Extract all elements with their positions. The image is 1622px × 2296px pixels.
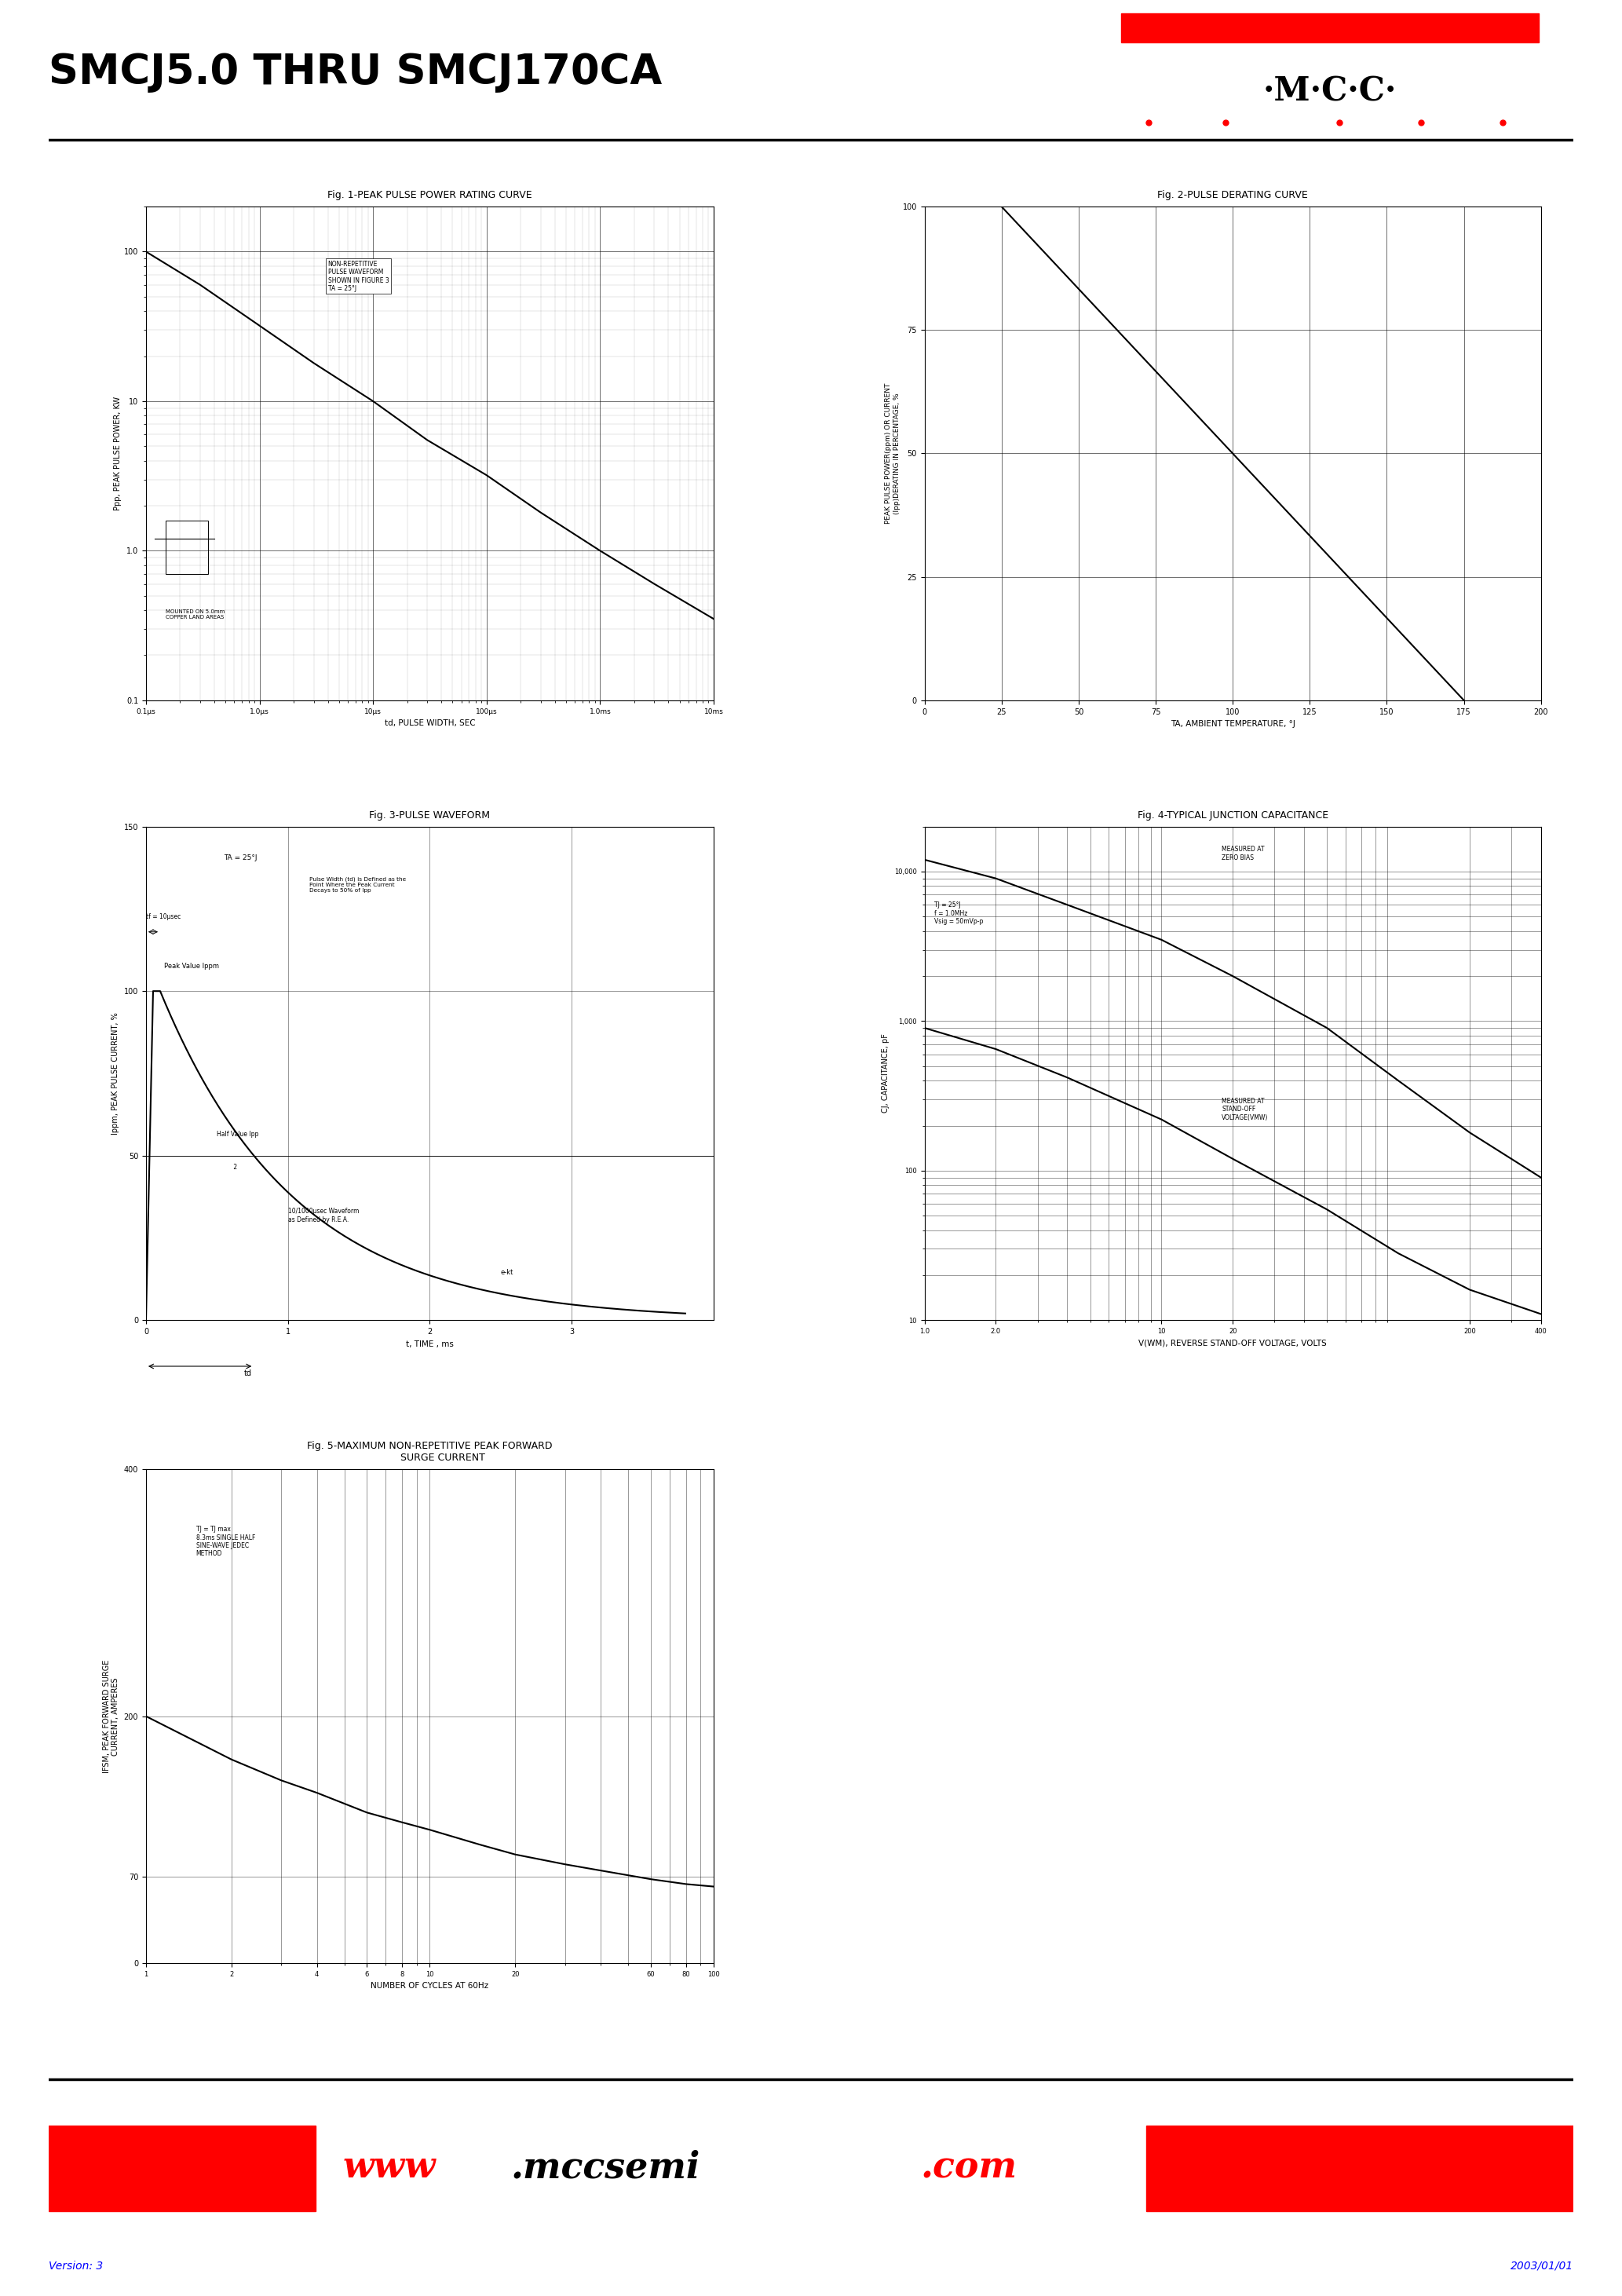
- Text: ·M·C·C·: ·M·C·C·: [1264, 76, 1397, 108]
- Y-axis label: Ppp, PEAK PULSE POWER, KW: Ppp, PEAK PULSE POWER, KW: [114, 397, 122, 510]
- Text: MEASURED AT
STAND-OFF
VOLTAGE(VMW): MEASURED AT STAND-OFF VOLTAGE(VMW): [1221, 1097, 1268, 1120]
- X-axis label: V(WM), REVERSE STAND-OFF VOLTAGE, VOLTS: V(WM), REVERSE STAND-OFF VOLTAGE, VOLTS: [1139, 1339, 1327, 1348]
- Text: MEASURED AT
ZERO BIAS: MEASURED AT ZERO BIAS: [1221, 845, 1265, 861]
- Bar: [1147, 2126, 1573, 2211]
- Text: tf = 10µsec: tf = 10µsec: [146, 914, 180, 921]
- X-axis label: t, TIME , ms: t, TIME , ms: [406, 1341, 454, 1348]
- Y-axis label: Ippm, PEAK PULSE CURRENT, %: Ippm, PEAK PULSE CURRENT, %: [112, 1013, 120, 1134]
- Bar: [165, 521, 208, 574]
- X-axis label: NUMBER OF CYCLES AT 60Hz: NUMBER OF CYCLES AT 60Hz: [371, 1981, 488, 1991]
- Text: 10/1000µsec Waveform
as Defined by R.E.A.: 10/1000µsec Waveform as Defined by R.E.A…: [289, 1208, 358, 1224]
- X-axis label: td, PULSE WIDTH, SEC: td, PULSE WIDTH, SEC: [384, 719, 475, 728]
- Text: TJ = 25°J
f = 1.0MHz
Vsig = 50mVp-p: TJ = 25°J f = 1.0MHz Vsig = 50mVp-p: [934, 902, 983, 925]
- Bar: [49, 2126, 315, 2211]
- Text: SMCJ5.0 THRU SMCJ170CA: SMCJ5.0 THRU SMCJ170CA: [49, 53, 662, 92]
- Title: Fig. 2-PULSE DERATING CURVE: Fig. 2-PULSE DERATING CURVE: [1158, 191, 1307, 200]
- Title: Fig. 1-PEAK PULSE POWER RATING CURVE: Fig. 1-PEAK PULSE POWER RATING CURVE: [328, 191, 532, 200]
- Text: e-kt: e-kt: [501, 1270, 514, 1277]
- Text: Pulse Width (td) is Defined as the
Point Where the Peak Current
Decays to 50% of: Pulse Width (td) is Defined as the Point…: [310, 877, 406, 893]
- X-axis label: TA, AMBIENT TEMPERATURE, °J: TA, AMBIENT TEMPERATURE, °J: [1171, 721, 1294, 728]
- Text: TA = 25°J: TA = 25°J: [224, 854, 258, 861]
- Title: Fig. 4-TYPICAL JUNCTION CAPACITANCE: Fig. 4-TYPICAL JUNCTION CAPACITANCE: [1137, 810, 1328, 820]
- Text: .mccsemi: .mccsemi: [511, 2149, 701, 2186]
- Text: .com: .com: [921, 2149, 1017, 2186]
- Bar: [1121, 14, 1539, 44]
- Text: Peak Value Ippm: Peak Value Ippm: [164, 962, 219, 969]
- Title: Fig. 5-MAXIMUM NON-REPETITIVE PEAK FORWARD
        SURGE CURRENT: Fig. 5-MAXIMUM NON-REPETITIVE PEAK FORWA…: [307, 1442, 553, 1463]
- Y-axis label: CJ, CAPACITANCE, pF: CJ, CAPACITANCE, pF: [882, 1033, 890, 1114]
- Text: 2: 2: [217, 1164, 237, 1171]
- Text: NON-REPETITIVE
PULSE WAVEFORM
SHOWN IN FIGURE 3
TA = 25°J: NON-REPETITIVE PULSE WAVEFORM SHOWN IN F…: [328, 259, 389, 292]
- Text: Version: 3: Version: 3: [49, 2262, 104, 2271]
- Text: 2003/01/01: 2003/01/01: [1510, 2262, 1573, 2271]
- Text: www: www: [342, 2149, 436, 2186]
- Text: MOUNTED ON 5.0mm
COPPER LAND AREAS: MOUNTED ON 5.0mm COPPER LAND AREAS: [165, 608, 225, 620]
- Text: TJ = TJ max
8.3ms SINGLE HALF
SINE-WAVE JEDEC
METHOD: TJ = TJ max 8.3ms SINGLE HALF SINE-WAVE …: [196, 1527, 255, 1557]
- Text: Half Value Ipp: Half Value Ipp: [217, 1130, 260, 1137]
- Title: Fig. 3-PULSE WAVEFORM: Fig. 3-PULSE WAVEFORM: [370, 810, 490, 820]
- Text: td: td: [245, 1368, 251, 1378]
- Y-axis label: IFSM, PEAK FORWARD SURGE
CURRENT, AMPERES: IFSM, PEAK FORWARD SURGE CURRENT, AMPERE…: [102, 1660, 120, 1773]
- Y-axis label: PEAK PULSE POWER(ppm) OR CURRENT
(Ipp)DERATING IN PERCENTAGE, %: PEAK PULSE POWER(ppm) OR CURRENT (Ipp)DE…: [886, 383, 900, 523]
